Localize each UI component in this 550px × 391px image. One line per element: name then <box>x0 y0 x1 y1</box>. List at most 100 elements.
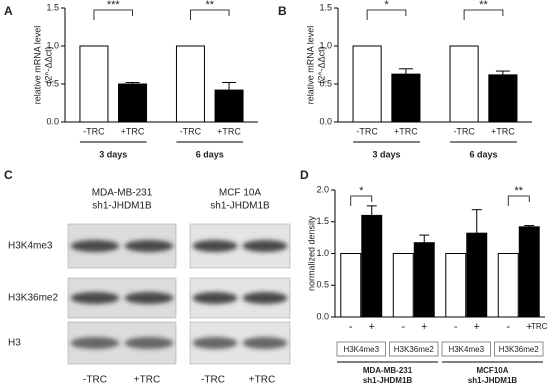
y-tick-label: 1.5 <box>319 2 332 12</box>
bar <box>445 253 467 318</box>
significance-bracket <box>93 9 133 20</box>
blot-band <box>242 292 288 304</box>
blot-band <box>70 337 120 349</box>
x-tick-label: + <box>369 321 375 333</box>
significance-label: ** <box>514 185 523 197</box>
bar <box>392 253 414 318</box>
x-tick-label: +TRC <box>394 126 418 136</box>
row-label: H3K4me3 <box>8 241 53 252</box>
significance-bracket <box>463 9 504 20</box>
x-tick-label: -TRC <box>83 126 105 136</box>
blot-band <box>124 292 174 304</box>
y-tick-label: 0.0 <box>316 311 329 321</box>
column-title: sh1-JHDM1B <box>92 201 152 212</box>
group-box <box>389 341 439 357</box>
y-tick-label: 0.5 <box>316 280 329 290</box>
x-tick-label: -TRC <box>356 126 378 136</box>
group-box <box>336 341 386 357</box>
x-tick-label: +TRC <box>491 126 515 136</box>
y-tick-label: 1.5 <box>46 2 59 12</box>
x-tick-label: +TRC <box>121 126 145 136</box>
treatment-label: TRC <box>531 322 548 331</box>
y-tick-label: 1.0 <box>46 40 59 50</box>
bar <box>391 73 421 123</box>
bar <box>214 89 244 123</box>
significance-label: *** <box>107 0 121 11</box>
y-axis-label: (2^-ΔΔct) <box>316 46 326 83</box>
significance-label: ** <box>205 0 214 11</box>
row-label: H3K36me2 <box>8 293 58 304</box>
bar <box>340 253 362 318</box>
significance-bracket <box>350 195 373 206</box>
bar <box>497 253 519 318</box>
bar <box>488 74 518 123</box>
column-title: MDA-MB-231 <box>92 188 153 199</box>
bar <box>518 226 540 318</box>
x-tick-label: - <box>401 321 405 333</box>
significance-label: * <box>359 185 364 197</box>
lane-label: +TRC <box>249 375 275 386</box>
supergroup-label: MCF10A <box>476 366 508 375</box>
x-tick-label: + <box>421 321 427 333</box>
significance-label: * <box>384 0 389 11</box>
blot-band <box>124 337 174 349</box>
group-label: H3K36me2 <box>499 345 540 354</box>
significance-label: ** <box>479 0 488 11</box>
supergroup-label: sh1-JHDM1B <box>363 376 413 385</box>
blot-band <box>242 240 288 252</box>
y-tick-label: 0.0 <box>319 116 332 126</box>
x-tick-label: - <box>349 321 353 333</box>
y-axis-label: relative mRNA level <box>32 26 42 105</box>
bar <box>413 242 435 318</box>
x-tick-label: +TRC <box>217 126 241 136</box>
y-tick-label: 0.0 <box>46 116 59 126</box>
x-tick-label: -TRC <box>180 126 202 136</box>
panel-label: A <box>4 4 13 18</box>
bar <box>361 214 383 318</box>
lane-label: +TRC <box>134 375 160 386</box>
lane-label: -TRC <box>83 375 107 386</box>
bar <box>352 45 382 123</box>
y-axis-label: normalized density <box>306 215 316 291</box>
group-box <box>441 341 491 357</box>
row-label: H3 <box>8 338 21 349</box>
group-label: 3 days <box>372 149 400 159</box>
lane-label: -TRC <box>201 375 225 386</box>
blot-band <box>70 292 120 304</box>
panel-label: D <box>300 168 309 182</box>
group-label: 3 days <box>99 149 127 159</box>
y-tick-label: 2.0 <box>316 184 329 194</box>
y-tick-label: 1.0 <box>319 40 332 50</box>
bar <box>118 83 148 123</box>
blot-band <box>124 240 174 252</box>
bar <box>466 232 488 318</box>
group-label: 6 days <box>196 149 224 159</box>
group-label: H3K36me2 <box>394 345 435 354</box>
bar <box>449 45 479 123</box>
y-tick-label: 1.0 <box>316 248 329 258</box>
column-title: sh1-JHDM1B <box>210 201 270 212</box>
group-label: H3K4me3 <box>343 345 379 354</box>
blot-band <box>242 337 288 349</box>
panel-label: C <box>4 168 13 182</box>
x-tick-label: - <box>454 321 458 333</box>
x-tick-label: + <box>526 321 532 333</box>
column-title: MCF 10A <box>219 188 262 199</box>
y-axis-label: (2^-ΔΔct) <box>43 46 53 83</box>
blot-band <box>192 240 238 252</box>
y-tick-label: 0.5 <box>46 78 59 88</box>
supergroup-label: MDA-MB-231 <box>363 366 413 375</box>
y-tick-label: 0.5 <box>319 78 332 88</box>
x-tick-label: - <box>506 321 510 333</box>
panel-label: B <box>278 4 287 18</box>
group-label: 6 days <box>469 149 497 159</box>
group-box <box>494 341 544 357</box>
blot-band <box>70 240 120 252</box>
blot-band <box>192 337 238 349</box>
blot-band <box>192 292 238 304</box>
bar <box>175 45 205 123</box>
group-label: H3K4me3 <box>448 345 484 354</box>
x-tick-label: -TRC <box>453 126 475 136</box>
supergroup-label: sh1-JHDM1B <box>468 376 518 385</box>
